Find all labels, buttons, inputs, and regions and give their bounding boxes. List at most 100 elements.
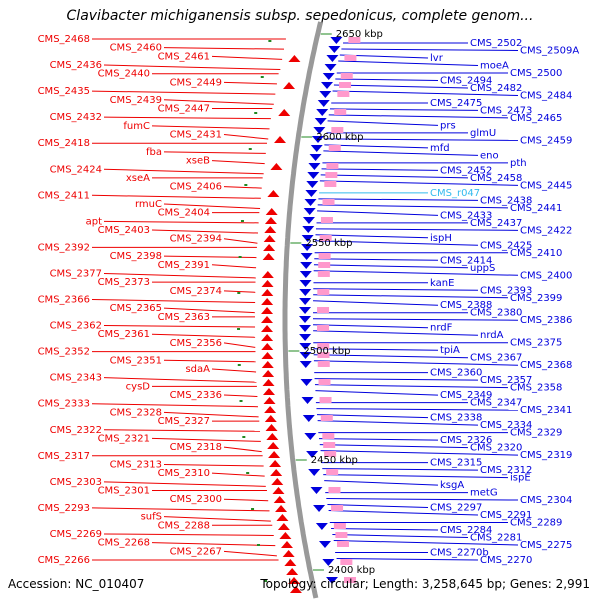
gene-label[interactable]: CMS_2300 [170,494,222,505]
gene-label[interactable]: CMS_2349 [440,390,492,401]
gene-label[interactable]: CMS_2475 [430,98,482,109]
gene-label[interactable]: sufS [141,512,162,523]
gene-label[interactable]: CMS_2452 [440,165,492,176]
gene-label[interactable]: CMS_2433 [440,210,492,221]
gene-label[interactable]: CMS_2418 [38,138,90,149]
gene-label[interactable]: CMS_2351 [110,355,162,366]
gene-label[interactable]: CMS_2465 [510,113,562,124]
gene-label[interactable]: CMS_2326 [440,435,492,446]
gene-label[interactable]: metG [470,488,498,499]
gene-label[interactable]: CMS_2327 [158,416,210,427]
gene-label[interactable]: CMS_2352 [38,347,90,358]
gene-label[interactable]: glmU [470,128,496,139]
gene-label[interactable]: CMS_2334 [480,420,532,431]
gene-label[interactable]: CMS_2270b [430,548,489,559]
gene-label[interactable]: CMS_2268 [98,538,150,549]
gene-label[interactable]: CMS_2393 [480,285,532,296]
gene-label[interactable]: CMS_2425 [480,240,532,251]
gene-label[interactable]: CMS_2437 [470,218,522,229]
gene-label[interactable]: tpiA [440,345,460,356]
gene-label[interactable]: eno [480,150,499,161]
gene-label[interactable]: CMS_2304 [520,495,572,506]
gene-label[interactable]: xseB [186,156,210,167]
gene-label[interactable]: CMS_2329 [510,428,562,439]
gene-label[interactable]: CMS_2422 [520,225,572,236]
gene-label[interactable]: CMS_2338 [430,413,482,424]
gene-label[interactable]: CMS_2432 [50,112,102,123]
gene-label[interactable]: CMS_2365 [110,303,162,314]
gene-label[interactable]: CMS_2281 [470,533,522,544]
gene-label[interactable]: cysD [126,381,151,392]
gene-label[interactable]: CMS_2267 [170,546,222,557]
gene-label[interactable]: CMS_2473 [480,105,532,116]
gene-label[interactable]: CMS_2459 [520,135,572,146]
gene-label[interactable]: CMS_2367 [470,353,522,364]
gene-label[interactable]: CMS_2320 [470,443,522,454]
gene-label[interactable]: CMS_2424 [50,164,102,175]
gene-label[interactable]: CMS_2439 [110,95,162,106]
gene-label[interactable]: CMS_2502 [470,38,522,49]
gene-label[interactable]: CMS_2380 [470,308,522,319]
gene-label[interactable]: nrdA [480,330,504,341]
gene-label[interactable]: CMS_2358 [510,383,562,394]
gene-label[interactable]: ispE [510,473,531,484]
gene-label[interactable]: CMS_2374 [170,286,222,297]
gene-label[interactable]: CMS_2362 [50,321,102,332]
gene-label[interactable]: CMS_2315 [430,458,482,469]
gene-label[interactable]: CMS_2410 [510,248,562,259]
gene-label[interactable]: CMS_2288 [158,520,210,531]
gene-label[interactable]: CMS_2347 [470,398,522,409]
gene-label[interactable]: CMS_2449 [170,77,222,88]
gene-label[interactable]: mfd [430,143,450,154]
gene-label[interactable]: CMS_2303 [50,477,102,488]
gene-label[interactable]: ispH [430,233,452,244]
gene-label[interactable]: CMS_2394 [170,234,222,245]
gene-label[interactable]: CMS_2328 [110,407,162,418]
gene-label[interactable]: kanE [430,278,454,289]
gene-label[interactable]: CMS_2404 [158,208,210,219]
gene-label[interactable]: CMS_2291 [480,510,532,521]
gene-label[interactable]: CMS_2460 [110,43,162,54]
gene-label[interactable]: CMS_2361 [98,329,150,340]
gene-label[interactable]: sdaA [185,364,210,375]
gene-label[interactable]: CMS_2482 [470,83,522,94]
gene-label[interactable]: fumC [123,121,150,132]
gene-label[interactable]: CMS_2321 [98,433,150,444]
gene-label[interactable]: CMS_2445 [520,180,572,191]
gene-label[interactable]: CMS_2322 [50,425,102,436]
gene-label[interactable]: nrdF [430,323,453,334]
gene-label[interactable]: uppS [470,263,495,274]
gene-label[interactable]: CMS_2313 [110,459,162,470]
gene-label[interactable]: CMS_2275 [520,540,572,551]
gene-label[interactable]: CMS_2509A [520,45,579,56]
gene-label[interactable]: prs [440,120,456,131]
gene-label[interactable]: CMS_2398 [110,251,162,262]
gene-label[interactable]: CMS_2406 [170,182,222,193]
gene-label[interactable]: CMS_2360 [430,368,482,379]
gene-label[interactable]: CMS_2458 [470,173,522,184]
gene-label[interactable]: CMS_2400 [520,270,572,281]
gene-label[interactable]: CMS_2357 [480,375,532,386]
gene-label[interactable]: CMS_2386 [520,315,572,326]
gene-label[interactable]: CMS_2461 [158,51,210,62]
gene-label[interactable]: CMS_2441 [510,203,562,214]
gene-label[interactable]: CMS_2297 [430,503,482,514]
gene-label[interactable]: pth [510,158,527,169]
gene-label[interactable]: CMS_2411 [38,190,90,201]
gene-label[interactable]: CMS_2363 [158,312,210,323]
gene-label[interactable]: CMS_2375 [510,338,562,349]
gene-label[interactable]: CMS_2317 [38,451,90,462]
gene-label[interactable]: CMS_2431 [170,130,222,141]
gene-label[interactable]: CMS_2500 [510,68,562,79]
gene-label[interactable]: CMS_2266 [38,555,90,566]
gene-label[interactable]: CMS_2343 [50,373,102,384]
gene-label[interactable]: CMS_2436 [50,60,102,71]
gene-label[interactable]: CMS_2336 [170,390,222,401]
gene-label[interactable]: apt [86,216,102,227]
gene-label[interactable]: CMS_2310 [158,468,210,479]
gene-label[interactable]: CMS_2373 [98,277,150,288]
gene-label[interactable]: CMS_2414 [440,255,492,266]
gene-label[interactable]: CMS_2440 [98,69,150,80]
gene-label[interactable]: CMS_2484 [520,90,572,101]
gene-label[interactable]: fba [146,147,162,158]
